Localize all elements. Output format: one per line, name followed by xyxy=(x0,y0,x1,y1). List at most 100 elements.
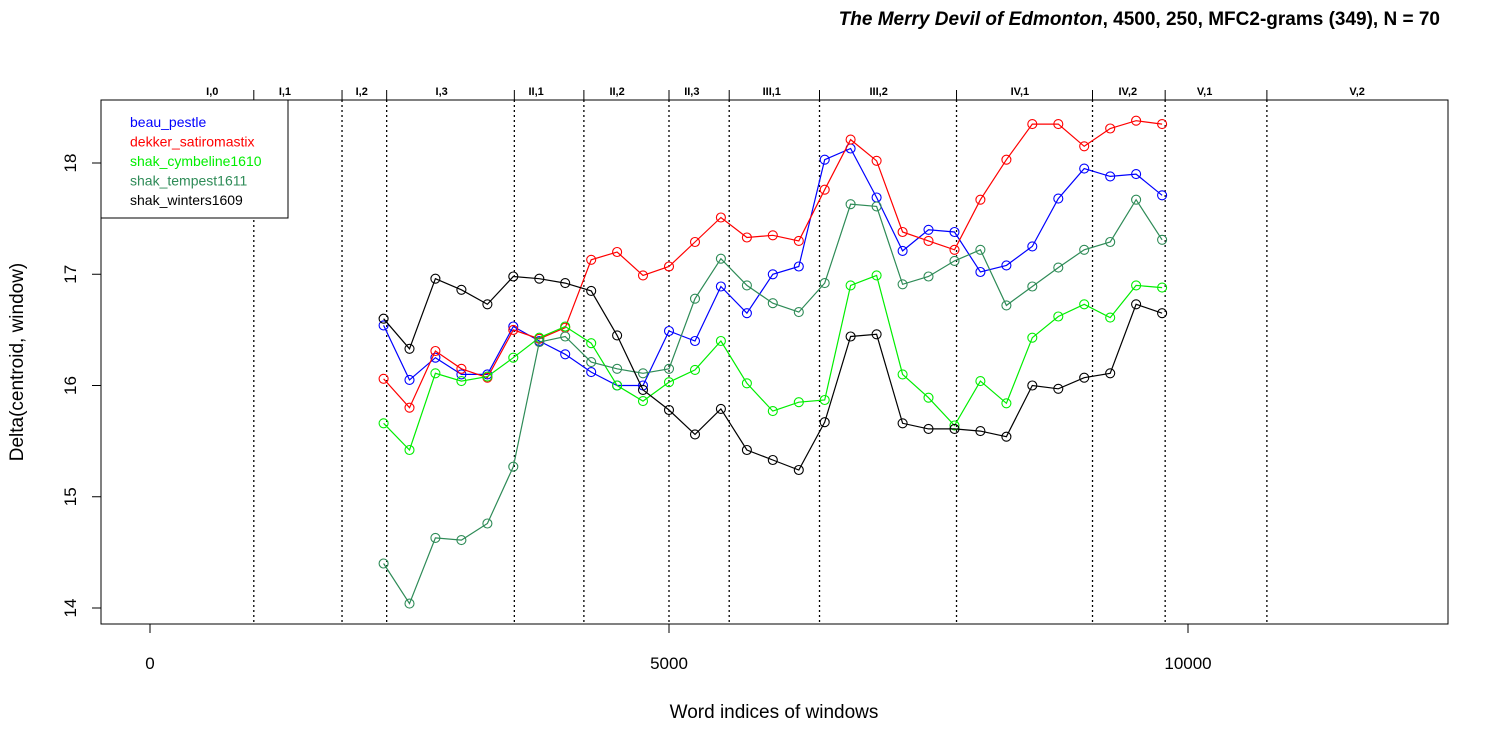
data-point xyxy=(637,396,649,407)
scene-label: II,1 xyxy=(528,86,543,98)
data-point xyxy=(430,368,441,379)
data-point xyxy=(1131,115,1142,126)
legend-box xyxy=(100,99,289,219)
data-point xyxy=(456,376,467,387)
data-point xyxy=(1105,368,1116,379)
x-tick-label: 5000 xyxy=(650,654,688,673)
data-point xyxy=(404,343,415,354)
data-point xyxy=(1157,282,1168,293)
y-tick-label: 15 xyxy=(61,487,80,506)
scene-label: V,2 xyxy=(1349,86,1365,98)
data-point xyxy=(689,236,701,248)
data-point xyxy=(482,299,493,310)
data-point xyxy=(897,245,908,256)
data-point xyxy=(1027,119,1038,130)
data-point xyxy=(1105,236,1116,248)
data-point xyxy=(949,255,960,266)
data-point xyxy=(949,423,960,434)
data-point xyxy=(1079,372,1090,383)
scene-label: IV,1 xyxy=(1011,86,1030,98)
series-shak_cymbeline1610 xyxy=(378,270,1168,456)
x-axis-label: Word indices of windows xyxy=(670,702,879,723)
data-point xyxy=(1001,300,1012,311)
data-point xyxy=(404,598,415,609)
data-point xyxy=(1001,398,1012,409)
data-point xyxy=(897,418,908,429)
data-point xyxy=(1079,244,1090,255)
data-point xyxy=(637,384,649,395)
data-point xyxy=(1053,119,1064,130)
data-point xyxy=(715,335,726,347)
legend-entry: shak_tempest1611 xyxy=(130,173,247,189)
data-point xyxy=(741,308,752,319)
data-point xyxy=(949,420,960,431)
data-point xyxy=(508,271,519,282)
data-point xyxy=(430,273,441,284)
data-point xyxy=(612,246,623,258)
data-point xyxy=(1105,312,1116,323)
x-axis: 0 5000 10000 xyxy=(145,623,1212,673)
data-point xyxy=(560,278,571,289)
data-point xyxy=(1105,171,1116,182)
data-point xyxy=(819,394,830,406)
series-line xyxy=(383,198,1163,605)
data-point xyxy=(897,279,908,290)
data-point xyxy=(793,397,804,408)
data-point xyxy=(1079,163,1090,174)
legend: beau_pestle dekker_satiromastix shak_cymbe… xyxy=(100,99,289,219)
data-point xyxy=(871,329,882,340)
data-point xyxy=(1001,260,1012,271)
data-point xyxy=(897,369,908,380)
data-point xyxy=(508,324,519,335)
y-tick-label: 17 xyxy=(61,265,80,284)
data-point xyxy=(1053,193,1064,204)
data-point xyxy=(793,307,804,318)
data-point xyxy=(741,232,752,243)
data-point xyxy=(793,235,804,246)
data-point xyxy=(586,357,597,368)
data-point xyxy=(508,461,519,472)
y-axis-label: Delta(centroid, window) xyxy=(7,263,28,462)
data-point xyxy=(923,271,934,282)
scene-labels: I,0 I,1 I,2 I,3 II,1 II,2 II,3 III,1 III,2 IV,1 IV… xyxy=(206,86,1365,98)
data-point xyxy=(715,253,726,264)
y-axis: 14 15 16 17 18 xyxy=(61,154,102,617)
y-tick-label: 18 xyxy=(61,154,80,173)
data-point xyxy=(534,337,545,348)
scene-boundaries xyxy=(253,90,1268,624)
data-point xyxy=(793,261,804,272)
series-line xyxy=(383,274,1163,452)
data-point xyxy=(482,371,493,382)
data-point xyxy=(741,280,752,291)
data-point xyxy=(378,418,389,429)
data-point xyxy=(975,244,986,255)
data-point xyxy=(456,369,467,380)
data-point xyxy=(923,224,934,235)
series-beau_pestle xyxy=(378,143,1168,391)
data-point xyxy=(1131,194,1142,205)
series-line xyxy=(383,275,1163,471)
series-group xyxy=(378,115,1168,609)
data-point xyxy=(663,404,675,416)
data-point xyxy=(663,377,675,388)
scene-label: I,2 xyxy=(356,86,368,98)
data-point xyxy=(560,321,571,332)
data-point xyxy=(1157,119,1168,130)
data-point xyxy=(430,532,441,543)
y-tick-label: 16 xyxy=(61,376,80,395)
data-point xyxy=(1027,241,1038,252)
data-point xyxy=(871,201,882,212)
data-point xyxy=(689,364,701,375)
data-point xyxy=(1079,299,1090,310)
data-point xyxy=(689,335,701,347)
chart-title-rest: , 4500, 250, MFC2-grams (349), N = 70 xyxy=(1103,9,1440,30)
data-point xyxy=(1079,141,1090,152)
data-point xyxy=(689,429,701,440)
data-point xyxy=(1157,308,1168,319)
data-point xyxy=(871,155,882,166)
data-point xyxy=(975,194,986,205)
data-point xyxy=(430,352,441,363)
data-point xyxy=(975,266,986,278)
chart-title: The Merry Devil of Edmonton, 4500, 250, … xyxy=(839,9,1440,30)
